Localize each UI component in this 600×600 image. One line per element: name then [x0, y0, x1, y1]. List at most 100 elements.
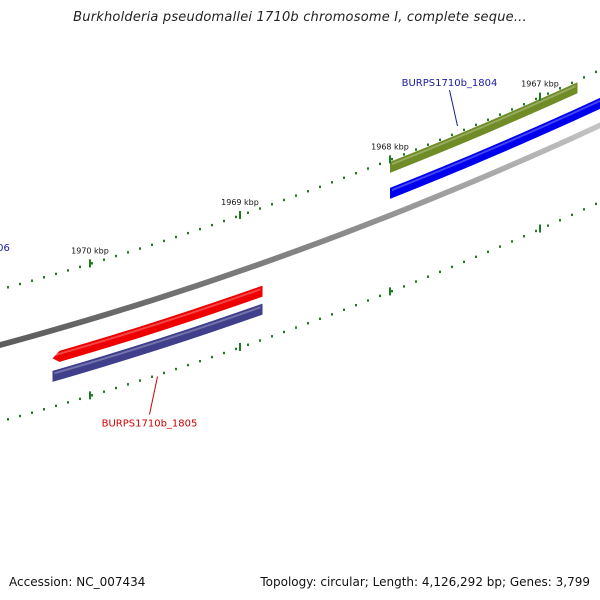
ruler-dot: [499, 113, 501, 116]
ruler-dot: [379, 294, 381, 298]
gene-label[interactable]: BURPS1710b_1806: [0, 243, 10, 254]
ruler-dot: [127, 251, 129, 254]
ruler-dot: [43, 276, 45, 279]
gene-feature[interactable]: [390, 82, 578, 173]
gene-feature-sheen: [54, 306, 261, 375]
ruler-dot: [415, 148, 417, 151]
ruler-dot: [571, 213, 573, 217]
ruler-dots: [7, 70, 597, 421]
ruler-dot: [271, 335, 273, 338]
ruler-dot: [355, 303, 357, 307]
ruler-dot: [475, 123, 477, 127]
ruler-dot: [523, 235, 525, 238]
chromosome-backbone: [0, 122, 600, 348]
ruler-dot: [175, 367, 177, 371]
ruler-dot: [175, 235, 177, 239]
ruler-dot: [415, 280, 417, 283]
gene-feature-sheen: [54, 288, 261, 357]
ruler-dot: [115, 254, 117, 258]
ruler-dot: [403, 153, 405, 156]
ruler-dot: [163, 239, 165, 243]
ruler-tick-bottom: [239, 342, 241, 351]
ruler-dot: [67, 401, 69, 404]
ruler-dot: [103, 258, 105, 261]
ruler-tick-top: [89, 259, 91, 268]
ruler-tick-label: 1968 kbp: [371, 142, 409, 151]
ruler-dot: [403, 285, 405, 288]
ruler-tick-bottom: [539, 224, 541, 233]
ruler-tick-bottom: [389, 287, 391, 296]
ruler-dot: [367, 167, 369, 170]
ruler-dot: [31, 411, 33, 414]
ruler-dot: [523, 103, 525, 106]
ruler-dot: [559, 87, 561, 90]
ruler-dot: [367, 299, 369, 302]
ruler-dot: [19, 414, 21, 418]
ruler-dot: [295, 326, 297, 329]
ruler-dot: [487, 250, 489, 253]
ruler-tick-label: 1970 kbp: [71, 246, 109, 255]
ruler-dot: [259, 207, 261, 210]
ruler-dot: [91, 394, 93, 397]
ruler-tick-top: [239, 210, 241, 219]
ruler-dot: [7, 286, 9, 289]
ruler-dot: [307, 190, 309, 193]
ruler-dot: [595, 70, 597, 74]
ruler-dot: [211, 355, 213, 359]
ruler-dot: [151, 243, 153, 246]
ruler-dot: [319, 185, 321, 188]
ruler-dot: [79, 265, 81, 269]
ruler-dot: [211, 223, 213, 227]
gene-label-leader: [449, 89, 458, 127]
ruler-dot: [283, 330, 285, 334]
ruler-dot: [187, 231, 189, 235]
ruler-dot: [31, 279, 33, 282]
ruler-tick-label: 1967 kbp: [521, 80, 559, 89]
ruler-dot: [511, 108, 513, 111]
ruler-dot: [163, 371, 165, 375]
gene-labels: BURPS1710b_1806 BURPS1710b_1804 BURPS1710b…: [0, 78, 498, 430]
ruler-tick-top: [389, 155, 391, 164]
ruler-dot: [67, 269, 69, 272]
ruler-dot: [151, 375, 153, 378]
gene-label-leader: [149, 376, 158, 415]
ruler-dot: [427, 275, 429, 278]
ruler-dot: [439, 138, 441, 142]
ruler-dot: [583, 76, 585, 79]
ruler-dot: [55, 404, 57, 408]
ruler-dot: [451, 265, 453, 269]
gene-label[interactable]: BURPS1710b_1804: [402, 78, 498, 89]
gene-feature[interactable]: [390, 97, 600, 199]
ruler-dot: [391, 157, 393, 161]
ruler-dot: [379, 162, 381, 166]
ruler-dot: [283, 198, 285, 202]
ruler-dot: [511, 240, 513, 243]
ruler-dot: [391, 289, 393, 293]
ruler-dot: [127, 383, 129, 386]
ruler-dot: [115, 386, 117, 390]
gene-feature-sheen: [392, 85, 576, 166]
ruler-dot: [199, 227, 201, 231]
gene-feature[interactable]: [52, 285, 263, 362]
ruler-dot: [547, 224, 549, 227]
ruler-dot: [55, 272, 57, 276]
ruler-dot: [559, 219, 561, 222]
ruler-dot: [343, 176, 345, 179]
ruler-dot: [439, 270, 441, 274]
ruler-dot: [223, 351, 225, 355]
ruler-dot: [103, 390, 105, 393]
gene-label[interactable]: BURPS1710b_1805: [102, 419, 198, 430]
ruler-dot: [571, 81, 573, 85]
ruler-dot: [547, 92, 549, 95]
gene-feature[interactable]: [52, 303, 263, 382]
ruler-dot: [331, 313, 333, 316]
ruler-dot: [451, 133, 453, 137]
ruler-dot: [427, 143, 429, 146]
accession-text: Accession: NC_007434: [9, 575, 146, 589]
ruler-dot: [271, 203, 273, 206]
ruler-dot: [463, 128, 465, 132]
ruler-tick-top: [539, 92, 541, 101]
ruler-dot: [331, 181, 333, 184]
